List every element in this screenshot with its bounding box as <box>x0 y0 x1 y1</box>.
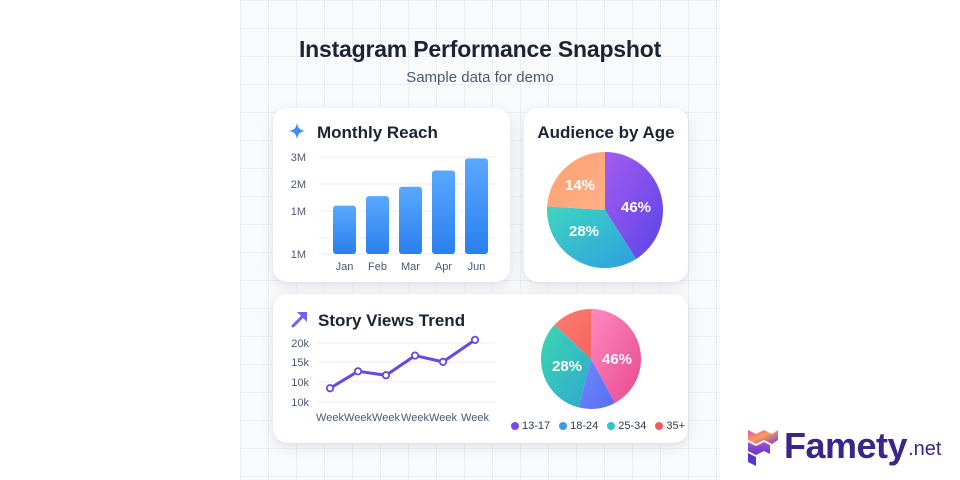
pie-slice-label: 28% <box>569 223 599 240</box>
legend-dot <box>559 422 568 430</box>
legend-label: 18-24 <box>570 420 599 432</box>
famety-logo[interactable]: Famety .net <box>746 420 941 466</box>
y-tick-label: 15k <box>291 357 309 369</box>
brand-tld: .net <box>908 438 942 460</box>
audience-by-age-title: Audience by Age <box>537 123 675 142</box>
x-tick-label: Jun <box>468 261 486 273</box>
y-tick-label: 1M <box>291 206 306 218</box>
x-tick-label: Apr <box>435 261 452 273</box>
y-tick-label: 10k <box>291 377 309 389</box>
page-subtitle: Sample data for demo <box>406 69 554 86</box>
data-point <box>470 335 480 344</box>
pie-slice-label: 14% <box>565 177 595 194</box>
legend-label: 25-34 <box>618 420 647 432</box>
age-legend: 13-17 18-24 25-34 35+ <box>511 420 685 432</box>
data-point <box>438 357 448 366</box>
x-tick-label: Jan <box>336 261 354 273</box>
x-tick-label: Week <box>429 412 457 424</box>
legend-label: 13-17 <box>522 420 551 432</box>
x-tick-label: Feb <box>368 261 387 273</box>
bar-jan <box>333 205 356 254</box>
data-point <box>410 351 420 360</box>
legend-label: 35+ <box>666 420 686 432</box>
pie-slice <box>578 359 616 409</box>
y-tick-label: 3M <box>291 152 306 164</box>
brand-name: Famety <box>784 425 908 466</box>
legend-item: 25-34 <box>607 420 646 432</box>
audience-by-age-card: Audience by Age 46% 28% 14% <box>524 108 688 282</box>
pie-slice <box>547 206 637 268</box>
x-tick-label: Week <box>461 412 489 424</box>
y-tick-label: 2M <box>291 179 306 191</box>
legend-dot <box>655 422 664 430</box>
legend-item: 13-17 <box>511 420 550 432</box>
story-views-card: 20k 15k 10k 10k Week Week Week Week Week Week 46… <box>273 294 688 443</box>
bar-mar <box>399 186 422 254</box>
x-tick-label: Mar <box>401 261 420 273</box>
pie-slice <box>541 324 591 408</box>
legend-dot <box>511 422 519 430</box>
pie-slice-label: 46% <box>602 351 632 368</box>
story-views-line <box>329 338 476 390</box>
pie-slice <box>605 152 663 259</box>
monthly-reach-title: Monthly Reach <box>317 123 438 142</box>
trending-arrow-icon <box>291 312 307 328</box>
bar-jun <box>465 158 488 254</box>
y-tick-label: 20k <box>291 338 309 350</box>
monthly-reach-card: 3M 2M 1M 1M Jan Feb Mar Apr Jun Monthly Reach <box>273 108 510 282</box>
data-point <box>325 384 335 393</box>
legend-item: 18-24 <box>559 420 598 432</box>
pie-slice <box>547 152 605 210</box>
pie-slice-label: 46% <box>621 199 651 216</box>
data-point <box>353 367 363 376</box>
legend-item: 35+ <box>655 420 685 432</box>
y-tick-label: 1M <box>291 249 306 261</box>
pie-slice <box>591 309 641 403</box>
bar-apr <box>432 170 455 254</box>
famety-logo-icon <box>748 430 778 466</box>
page-title: Instagram Performance Snapshot <box>298 36 662 62</box>
audience-by-age-chart: 46% 28% 14% <box>547 152 663 268</box>
x-tick-label: Week <box>401 412 429 424</box>
pie-slice <box>554 309 591 359</box>
legend-dot <box>607 422 616 430</box>
x-tick-label: Week <box>372 412 400 424</box>
monthly-reach-chart: 3M 2M 1M 1M Jan Feb Mar Apr Jun <box>289 123 495 273</box>
bar-feb <box>366 196 389 254</box>
sparkle-icon <box>289 123 305 139</box>
story-views-title: Story Views Trend <box>318 311 466 330</box>
y-tick-label: 10k <box>291 397 309 409</box>
data-point <box>381 371 391 380</box>
x-tick-label: Week <box>316 412 344 424</box>
x-tick-label: Week <box>344 412 372 424</box>
pie-slice-label: 28% <box>552 358 582 375</box>
